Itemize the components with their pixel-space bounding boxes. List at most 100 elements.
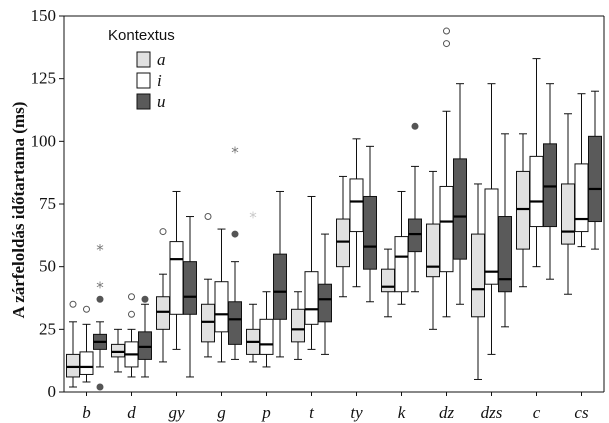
box-i-g (214, 228, 229, 363)
box-u-t (318, 233, 332, 355)
box-u-dz (453, 83, 467, 305)
box-a-g (201, 213, 215, 358)
legend-swatch-a (136, 51, 151, 68)
outlier-point (411, 122, 419, 130)
box-iqr (363, 195, 377, 270)
box-u-c (543, 83, 557, 280)
box-iqr (498, 216, 512, 293)
outlier-point (128, 293, 135, 301)
outlier-point (96, 295, 104, 303)
box-a-dzs (471, 183, 485, 380)
outlier-point (96, 383, 104, 391)
outlier-point (231, 230, 239, 238)
box-iqr (439, 185, 454, 273)
outlier-point (69, 300, 77, 308)
box-i-dz (439, 27, 454, 318)
outlier-point (204, 213, 212, 221)
outlier-point (443, 40, 450, 48)
box-u-gy (183, 216, 197, 378)
box-a-k (381, 248, 395, 318)
box-iqr (259, 318, 274, 355)
box-i-ty (349, 138, 364, 288)
box-u-d (138, 295, 152, 378)
box-a-p (246, 303, 260, 363)
box-i-p (259, 291, 274, 368)
box-iqr (336, 218, 350, 268)
box-iqr (201, 303, 215, 343)
outlier-point (128, 310, 135, 318)
outlier-point (141, 295, 149, 303)
box-iqr (426, 223, 440, 278)
y-tick-label: 150 (31, 6, 57, 25)
box-iqr (79, 351, 94, 375)
box-iqr (304, 271, 319, 325)
box-i-t (304, 195, 319, 350)
legend-label-i: i (157, 71, 162, 90)
box-iqr (394, 236, 409, 293)
extreme-outlier-point: * (96, 241, 104, 259)
legend-swatch-i (136, 72, 151, 89)
legend-label-u: u (157, 92, 166, 111)
box-iqr (588, 135, 602, 223)
box-iqr (318, 283, 332, 323)
y-axis-ticks: 0 25 50 75 100 125 150 (31, 6, 64, 401)
outlier-point (83, 305, 90, 313)
x-tick-label: dz (439, 403, 455, 422)
outlier-point (443, 27, 450, 35)
box-iqr (183, 261, 197, 315)
box-a-d (111, 328, 125, 373)
y-tick-label: 50 (39, 257, 56, 276)
box-iqr (453, 158, 467, 260)
x-tick-label: gy (168, 403, 185, 422)
box-a-t (291, 291, 305, 360)
box-iqr (516, 170, 530, 250)
box-u-dzs (498, 133, 512, 328)
box-iqr (138, 331, 152, 360)
box-u-p (273, 190, 287, 358)
box-i-cs (574, 93, 589, 248)
box-iqr (66, 353, 80, 378)
outlier-point (159, 228, 167, 236)
box-u-ty (363, 145, 377, 303)
x-axis-ticks: b d gy g p t ty k dz dzs c cs (82, 392, 589, 422)
x-tick-label: d (127, 403, 136, 422)
box-a-dz (426, 170, 440, 330)
extreme-outlier-point: * (231, 143, 239, 161)
box-iqr (484, 188, 499, 285)
x-tick-label: dzs (481, 403, 503, 422)
box-u-b (93, 295, 107, 391)
y-tick-label: 75 (39, 194, 56, 213)
legend-swatch-u (136, 93, 151, 110)
box-a-b (66, 300, 80, 388)
box-a-ty (336, 175, 350, 298)
box-iqr (156, 296, 170, 330)
box-i-c (529, 58, 544, 268)
box-a-c (516, 133, 530, 288)
box-u-k (408, 122, 422, 293)
box-iqr (471, 233, 485, 318)
y-axis-label: A zárfeloldás időtartama (ms) (9, 102, 28, 319)
y-tick-label: 0 (48, 382, 57, 401)
x-tick-label: t (309, 403, 315, 422)
y-tick-label: 125 (31, 69, 57, 88)
boxes: * * * * (66, 27, 602, 391)
box-iqr (561, 183, 575, 245)
box-i-dzs (484, 83, 499, 355)
box-i-b (79, 305, 94, 383)
box-i-k (394, 190, 409, 305)
x-tick-label: k (398, 403, 406, 422)
extreme-outlier-point: * (96, 279, 104, 297)
extreme-outlier-point: * (249, 209, 257, 227)
legend-title: Kontextus (108, 27, 175, 44)
box-iqr (111, 343, 125, 358)
box-iqr (529, 155, 544, 228)
box-iqr (408, 218, 422, 253)
box-iqr (214, 281, 229, 333)
box-iqr (228, 301, 242, 345)
x-tick-label: c (533, 403, 541, 422)
box-a-gy (156, 228, 170, 363)
y-tick-label: 25 (39, 319, 56, 338)
box-u-g (228, 230, 242, 360)
legend-label-a: a (157, 50, 166, 69)
